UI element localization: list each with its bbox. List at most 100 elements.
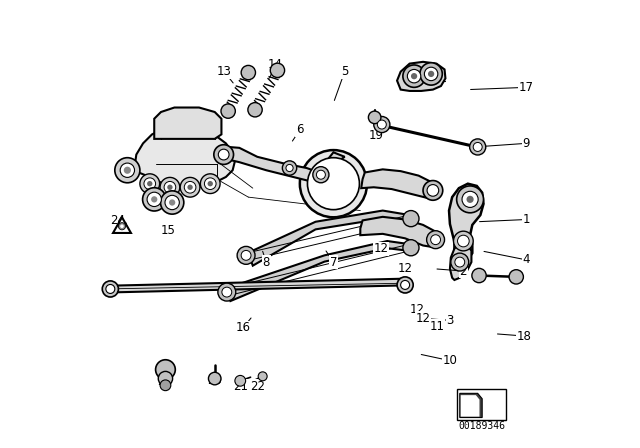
- Circle shape: [403, 240, 419, 256]
- Circle shape: [431, 235, 440, 245]
- Circle shape: [151, 196, 157, 202]
- Circle shape: [235, 375, 246, 386]
- Circle shape: [164, 181, 176, 193]
- Text: 9: 9: [522, 137, 530, 150]
- Circle shape: [180, 177, 200, 197]
- Circle shape: [258, 372, 267, 381]
- Circle shape: [509, 270, 524, 284]
- Circle shape: [214, 145, 234, 164]
- Circle shape: [420, 63, 442, 85]
- Text: 18: 18: [516, 329, 531, 343]
- Circle shape: [140, 174, 159, 194]
- Circle shape: [160, 380, 171, 391]
- Polygon shape: [218, 147, 344, 181]
- Text: 17: 17: [518, 81, 534, 94]
- Text: 12: 12: [415, 311, 431, 325]
- Text: 12: 12: [373, 242, 388, 255]
- Circle shape: [167, 185, 173, 190]
- Circle shape: [403, 211, 419, 227]
- Text: 3: 3: [446, 314, 454, 327]
- Circle shape: [207, 181, 213, 186]
- Circle shape: [161, 191, 184, 214]
- Circle shape: [120, 224, 124, 228]
- Text: 21: 21: [233, 379, 248, 393]
- Circle shape: [218, 283, 236, 301]
- Circle shape: [115, 158, 140, 183]
- Text: 13: 13: [217, 65, 232, 78]
- Circle shape: [147, 181, 152, 186]
- Circle shape: [472, 268, 486, 283]
- Circle shape: [369, 111, 381, 124]
- Polygon shape: [248, 211, 410, 266]
- Text: 10: 10: [442, 354, 458, 367]
- Polygon shape: [450, 243, 472, 280]
- Circle shape: [462, 191, 478, 207]
- Circle shape: [184, 181, 196, 193]
- Circle shape: [411, 73, 417, 79]
- Circle shape: [473, 142, 482, 151]
- Circle shape: [470, 139, 486, 155]
- Polygon shape: [460, 393, 482, 418]
- Text: 00189346: 00189346: [459, 421, 506, 431]
- Circle shape: [455, 257, 465, 267]
- Polygon shape: [154, 108, 221, 139]
- Circle shape: [124, 167, 131, 174]
- Circle shape: [467, 196, 474, 203]
- Text: 6: 6: [296, 123, 303, 137]
- Polygon shape: [361, 169, 439, 198]
- Text: 20: 20: [207, 374, 222, 388]
- Circle shape: [456, 186, 484, 213]
- Circle shape: [200, 174, 220, 194]
- Circle shape: [270, 63, 285, 78]
- Text: 5: 5: [341, 65, 348, 78]
- Circle shape: [188, 185, 193, 190]
- Circle shape: [374, 116, 390, 133]
- Circle shape: [165, 195, 179, 210]
- Circle shape: [316, 170, 325, 179]
- Text: 11: 11: [430, 319, 445, 333]
- Circle shape: [248, 103, 262, 117]
- Circle shape: [120, 163, 134, 177]
- Circle shape: [241, 65, 255, 80]
- Circle shape: [282, 161, 297, 175]
- Text: 4: 4: [522, 253, 530, 267]
- Circle shape: [424, 67, 438, 81]
- Text: 12: 12: [397, 262, 413, 276]
- Circle shape: [401, 280, 410, 289]
- Circle shape: [147, 192, 161, 207]
- Circle shape: [221, 104, 236, 118]
- Circle shape: [241, 250, 251, 260]
- Circle shape: [160, 177, 180, 197]
- Polygon shape: [461, 395, 479, 417]
- Circle shape: [118, 223, 125, 230]
- Circle shape: [458, 235, 469, 247]
- Text: 24: 24: [110, 214, 125, 227]
- Circle shape: [102, 281, 118, 297]
- Circle shape: [143, 188, 166, 211]
- Text: 22: 22: [250, 379, 265, 393]
- Circle shape: [144, 178, 156, 190]
- Circle shape: [209, 372, 221, 385]
- Text: 12: 12: [409, 302, 424, 316]
- Polygon shape: [226, 241, 410, 301]
- Text: 16: 16: [236, 321, 250, 335]
- Circle shape: [106, 284, 115, 293]
- Polygon shape: [113, 217, 131, 233]
- Bar: [457, 389, 506, 420]
- Circle shape: [156, 360, 175, 379]
- Circle shape: [427, 231, 445, 249]
- Circle shape: [407, 69, 421, 83]
- Text: 23: 23: [157, 375, 172, 388]
- Circle shape: [218, 149, 229, 160]
- Circle shape: [397, 277, 413, 293]
- Circle shape: [313, 167, 329, 183]
- Circle shape: [403, 65, 425, 87]
- Text: 15: 15: [161, 224, 176, 237]
- Polygon shape: [104, 279, 409, 293]
- Polygon shape: [360, 217, 440, 247]
- Circle shape: [307, 158, 360, 210]
- Polygon shape: [134, 125, 235, 188]
- Text: 8: 8: [262, 255, 270, 269]
- Circle shape: [378, 120, 387, 129]
- Circle shape: [158, 371, 173, 386]
